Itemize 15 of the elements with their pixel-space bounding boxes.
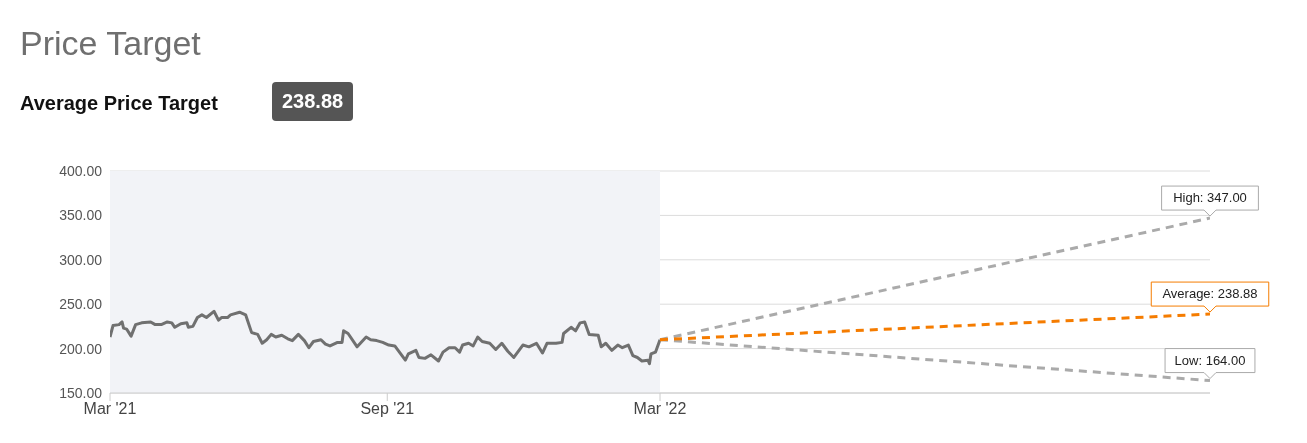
chart-title: Price Target xyxy=(20,24,201,63)
y-tick-label: 400.00 xyxy=(59,162,103,179)
annotation: High: 347.00 xyxy=(1173,190,1247,206)
y-tick-label: 150.00 xyxy=(59,384,103,401)
annotation: Low: 164.00 xyxy=(1174,352,1246,368)
text: 238.88 xyxy=(272,82,354,121)
chart-subtitle: Average Price Target xyxy=(20,92,218,115)
y-tick-label: 250.00 xyxy=(59,296,103,313)
y-tick-label: 350.00 xyxy=(59,207,103,224)
y-tick-label: 200.00 xyxy=(59,340,103,357)
y-tick-label: 300.00 xyxy=(59,251,103,268)
x-tick-label: Mar '22 xyxy=(633,400,687,418)
x-tick-label: Sep '21 xyxy=(360,400,415,418)
x-tick-label: Mar '21 xyxy=(83,400,137,418)
annotation: Average: 238.88 xyxy=(1162,286,1258,302)
